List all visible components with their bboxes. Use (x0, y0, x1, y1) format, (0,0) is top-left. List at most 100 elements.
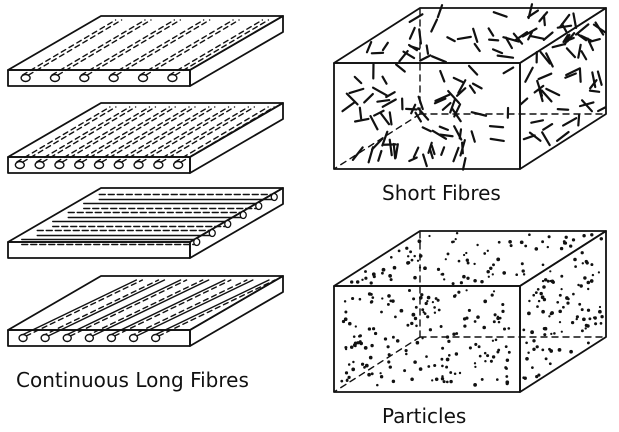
short-fibre (381, 130, 389, 147)
particle (548, 362, 552, 366)
particle (476, 243, 479, 247)
short-fibre (408, 13, 424, 24)
particle (473, 383, 477, 387)
particle (497, 320, 501, 324)
fibre (129, 279, 248, 337)
particle (358, 335, 361, 338)
particle (376, 383, 379, 387)
short-fibre (388, 138, 393, 157)
particle (571, 238, 576, 242)
particle (423, 266, 427, 271)
fibre (151, 279, 270, 337)
fibre (121, 106, 216, 163)
fibre-end (193, 237, 201, 247)
block-side-face (519, 7, 607, 170)
particle (504, 366, 508, 370)
particle (451, 240, 454, 244)
particle (548, 347, 551, 351)
particle (537, 299, 541, 303)
short-fibre (439, 69, 446, 83)
particle (524, 244, 528, 248)
particle (590, 233, 594, 237)
particle (483, 351, 487, 355)
particle (574, 265, 577, 268)
particle (413, 275, 417, 280)
particle (403, 369, 407, 373)
particle (440, 357, 444, 361)
particle (454, 294, 457, 297)
particle (441, 364, 444, 368)
particle (467, 308, 471, 312)
fibre-end (208, 228, 216, 238)
particle (535, 345, 539, 349)
particle (389, 299, 393, 303)
short-fibre (369, 115, 379, 131)
particle (458, 371, 462, 375)
particle (433, 363, 437, 368)
particle (364, 276, 368, 280)
short-fibre (529, 34, 545, 40)
ply-side-face (189, 102, 284, 174)
particle (380, 310, 383, 314)
short-fibre (449, 98, 456, 114)
particle (454, 237, 457, 241)
short-fibre (434, 93, 451, 103)
particle (491, 355, 496, 359)
fibre (107, 279, 226, 337)
fibre-end (113, 160, 124, 170)
particle (441, 375, 444, 378)
short-fibre (430, 144, 436, 156)
particle (395, 339, 400, 343)
fibre (91, 279, 210, 337)
short-fibre (513, 31, 529, 42)
particle (391, 379, 396, 384)
particle (599, 322, 603, 325)
particle (575, 315, 579, 319)
particle (405, 246, 409, 250)
short-fibre (577, 113, 581, 127)
short-fibre (574, 23, 590, 36)
short-fibre (408, 26, 416, 40)
particle (379, 372, 382, 375)
short-fibre (565, 67, 581, 77)
short-fibre (440, 146, 446, 156)
particle (480, 377, 484, 381)
particle (418, 254, 423, 258)
fibre (135, 279, 254, 337)
short-fibre (417, 107, 430, 121)
particle (535, 375, 539, 379)
fibre-end (108, 73, 119, 83)
particle (383, 337, 388, 341)
particle (491, 273, 494, 276)
short-fibre (345, 92, 359, 106)
particle (527, 311, 531, 316)
particle (573, 257, 577, 262)
particle (433, 311, 437, 314)
particle (421, 337, 424, 340)
particle (487, 275, 490, 278)
particle (502, 327, 507, 331)
fibre-end (54, 160, 65, 170)
particle (542, 297, 547, 302)
particle (380, 271, 384, 275)
short-fibre (433, 97, 447, 105)
particle (391, 299, 395, 303)
short-fibre (524, 66, 534, 83)
particle (413, 316, 418, 321)
fibre (95, 106, 190, 163)
short-fibre (459, 139, 466, 157)
fibre (63, 279, 182, 337)
particle (367, 327, 372, 331)
particle (527, 351, 530, 354)
particle (394, 315, 397, 319)
particle (364, 363, 369, 368)
fibre (174, 19, 270, 76)
particle (480, 279, 484, 284)
particle (426, 295, 431, 300)
particle (580, 329, 584, 333)
fibre (139, 19, 234, 76)
particle (536, 287, 540, 291)
particle (392, 265, 397, 270)
particle (530, 330, 534, 335)
particle (369, 281, 373, 285)
